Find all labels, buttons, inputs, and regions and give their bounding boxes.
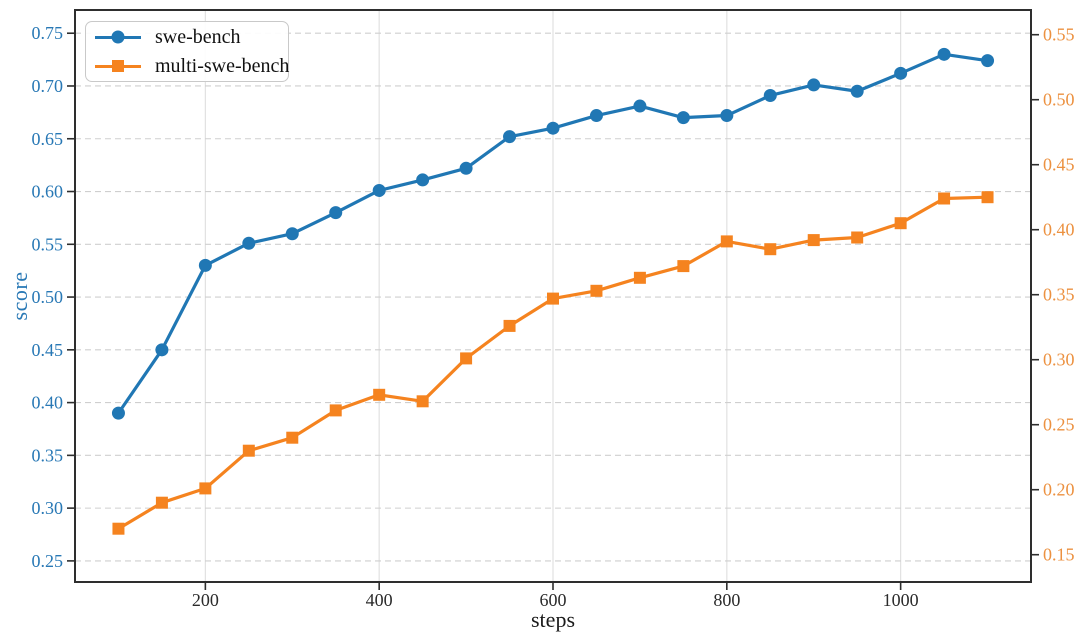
data-point-circle [937,47,951,61]
data-point-square [807,234,820,247]
y-right-tick-label: 0.30 [1043,350,1075,370]
data-point-square [112,522,125,535]
data-point-square [677,260,690,273]
square-marker-icon [112,60,124,72]
legend-item-multi-swe-bench: multi-swe-bench [95,55,289,77]
y-left-tick-label: 0.65 [32,129,64,149]
y-left-tick-label: 0.70 [32,76,64,96]
data-point-circle [807,78,821,92]
data-point-circle [763,88,777,102]
data-point-square [590,284,603,297]
data-point-circle [459,161,473,175]
data-point-circle [372,183,386,197]
data-point-circle [285,227,299,241]
legend-swatch-line-circle [95,30,141,44]
y-left-tick-label: 0.55 [32,234,64,254]
y-left-tick-label: 0.75 [32,23,64,43]
data-point-circle [676,111,690,125]
data-point-circle [416,173,430,187]
data-point-square [938,192,951,205]
x-tick-label: 200 [192,590,219,610]
data-point-circle [242,236,256,250]
legend-item-swe-bench: swe-bench [95,26,280,48]
data-point-square [155,496,168,509]
y-axis-label-score: score [7,271,32,321]
data-point-square [329,404,342,417]
data-point-square [894,217,907,230]
data-point-square [764,243,777,256]
y-left-tick-label: 0.40 [32,393,64,413]
legend-label: multi-swe-bench [155,54,290,77]
data-point-circle [894,66,908,80]
y-right-tick-label: 0.55 [1043,25,1075,45]
data-point-circle [503,130,517,144]
y-right-tick-label: 0.25 [1043,415,1075,435]
x-tick-label: 600 [540,590,567,610]
legend-swatch-line-square [95,59,141,73]
data-point-square [242,444,255,457]
y-right-tick-label: 0.15 [1043,545,1075,565]
y-left-tick-label: 0.50 [32,287,64,307]
data-point-circle [981,54,995,68]
y-left-tick-label: 0.45 [32,340,64,360]
legend: swe-bench multi-swe-bench [85,21,289,82]
data-point-square [851,231,864,244]
data-point-square [460,352,473,365]
y-right-tick-label: 0.35 [1043,285,1075,305]
y-right-tick-label: 0.20 [1043,480,1075,500]
y-right-tick-label: 0.45 [1043,155,1075,175]
data-point-circle [589,109,603,123]
circle-marker-icon [111,30,125,44]
data-point-circle [720,109,734,123]
data-point-circle [155,343,169,357]
y-left-tick-label: 0.25 [32,551,64,571]
y-right-tick-label: 0.50 [1043,90,1075,110]
data-point-square [981,191,994,204]
data-point-circle [850,84,864,98]
y-left-tick-label: 0.60 [32,182,64,202]
data-point-square [286,431,299,444]
data-point-square [633,271,646,284]
data-point-circle [329,206,343,220]
data-point-square [373,388,386,401]
data-point-circle [111,406,125,420]
y-left-tick-label: 0.30 [32,498,64,518]
data-point-square [416,395,429,408]
data-point-circle [546,121,560,135]
x-axis-label-steps: steps [531,607,575,632]
data-point-square [199,482,212,495]
x-tick-label: 1000 [883,590,919,610]
y-right-tick-label: 0.40 [1043,220,1075,240]
legend-label: swe-bench [155,25,241,48]
data-point-square [503,319,516,332]
data-point-square [720,235,733,248]
y-left-tick-label: 0.35 [32,445,64,465]
x-tick-label: 800 [713,590,740,610]
x-tick-label: 400 [366,590,393,610]
data-point-circle [633,99,647,113]
data-point-circle [198,258,212,272]
data-point-square [547,292,559,305]
